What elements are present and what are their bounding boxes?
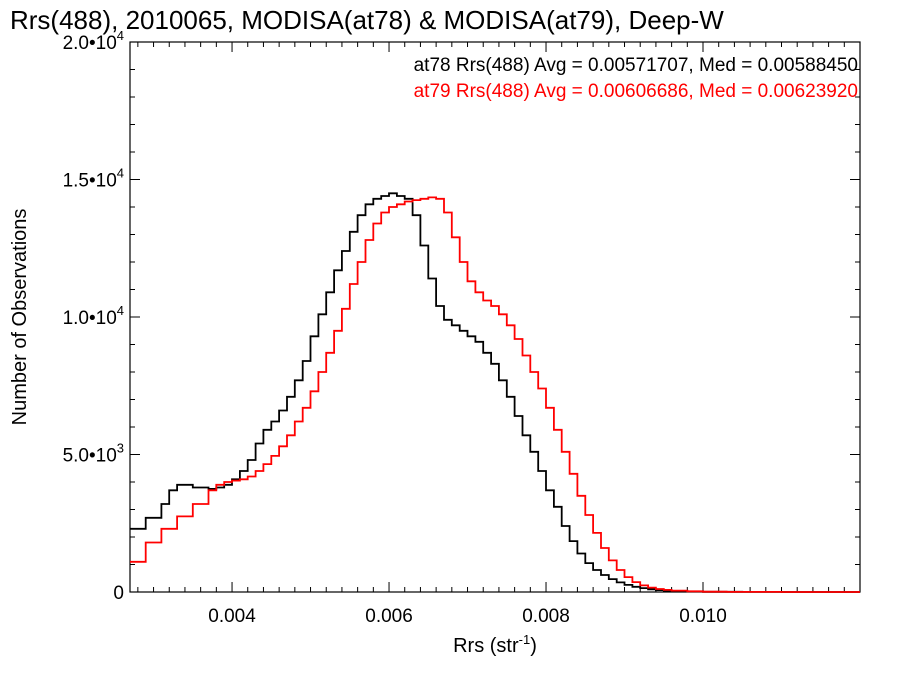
legend-at79: at79 Rrs(488) Avg = 0.00606686, Med = 0.… — [414, 81, 858, 102]
y-tick-mantissa: 5.0•10 — [63, 446, 117, 467]
chart-title: Rrs(488), 2010065, MODISA(at78) & MODISA… — [10, 5, 724, 35]
y-axis-label: Number of Observations — [9, 209, 31, 426]
y-tick-mantissa: 2.0•10 — [63, 33, 117, 54]
x-axis-label-text: Rrs (str — [453, 635, 519, 657]
series-lines — [130, 192, 860, 593]
series-line-at79 — [130, 196, 860, 593]
y-tick-mantissa: 1.5•10 — [63, 171, 117, 192]
y-tick-label: 0 — [113, 583, 124, 604]
y-tick-label: 2.0•104 — [63, 28, 124, 54]
y-tick-label: 5.0•103 — [63, 441, 124, 467]
x-tick-label: 0.008 — [522, 606, 570, 627]
y-tick-exponent: 3 — [117, 441, 124, 456]
x-tick-label: 0.004 — [208, 606, 256, 627]
axis-ticks — [130, 41, 860, 593]
y-tick-exponent: 4 — [117, 166, 124, 181]
x-axis-label-exponent: -1 — [519, 632, 531, 647]
x-tick-label: 0.006 — [365, 606, 413, 627]
y-tick-mantissa: 1.0•10 — [63, 308, 117, 329]
x-axis-label-close: ) — [530, 635, 537, 657]
y-tick-label: 1.5•104 — [63, 166, 124, 192]
x-axis-label: Rrs (str-1) — [453, 632, 537, 657]
series-line-at78 — [130, 192, 860, 593]
y-tick-exponent: 4 — [117, 28, 124, 43]
x-tick-labels: 0.004 0.006 0.008 0.010 — [208, 606, 727, 627]
x-tick-label: 0.010 — [679, 606, 727, 627]
y-tick-mantissa: 0 — [113, 583, 124, 604]
y-tick-label: 1.0•104 — [63, 303, 124, 329]
legend-at78: at78 Rrs(488) Avg = 0.00571707, Med = 0.… — [414, 55, 858, 76]
plot-frame — [129, 41, 861, 593]
y-tick-exponent: 4 — [117, 303, 124, 318]
